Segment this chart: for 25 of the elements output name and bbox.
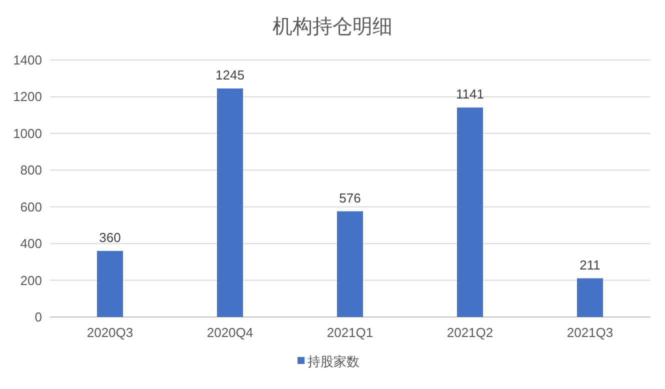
- x-tick-label: 2020Q4: [206, 325, 254, 340]
- data-label: 1141: [456, 86, 484, 102]
- legend-label: 持股家数: [308, 354, 360, 369]
- bar: [577, 278, 603, 317]
- x-tick-label: 2021Q1: [326, 325, 374, 340]
- y-tick-label: 800: [20, 162, 42, 178]
- data-label: 211: [580, 257, 600, 272]
- chart-title: 机构持仓明细: [272, 16, 392, 38]
- y-tick-label: 1000: [13, 126, 42, 141]
- x-tick-label: 2021Q2: [446, 325, 494, 340]
- x-tick-label: 2021Q3: [566, 325, 614, 340]
- bar: [217, 88, 243, 317]
- y-tick-label: 200: [20, 272, 42, 288]
- y-tick-label: 600: [20, 199, 42, 214]
- bar: [97, 250, 123, 317]
- bar: [337, 211, 363, 317]
- y-tick-label: 1200: [13, 89, 42, 104]
- data-label: 1245: [216, 67, 244, 82]
- bar: [457, 108, 483, 317]
- x-tick-label: 2020Q3: [86, 325, 134, 340]
- data-label: 576: [339, 190, 361, 206]
- data-label: 360: [99, 230, 121, 245]
- y-tick-label: 0: [34, 310, 42, 324]
- y-tick-label: 1400: [13, 52, 42, 68]
- y-tick-label: 400: [20, 236, 42, 252]
